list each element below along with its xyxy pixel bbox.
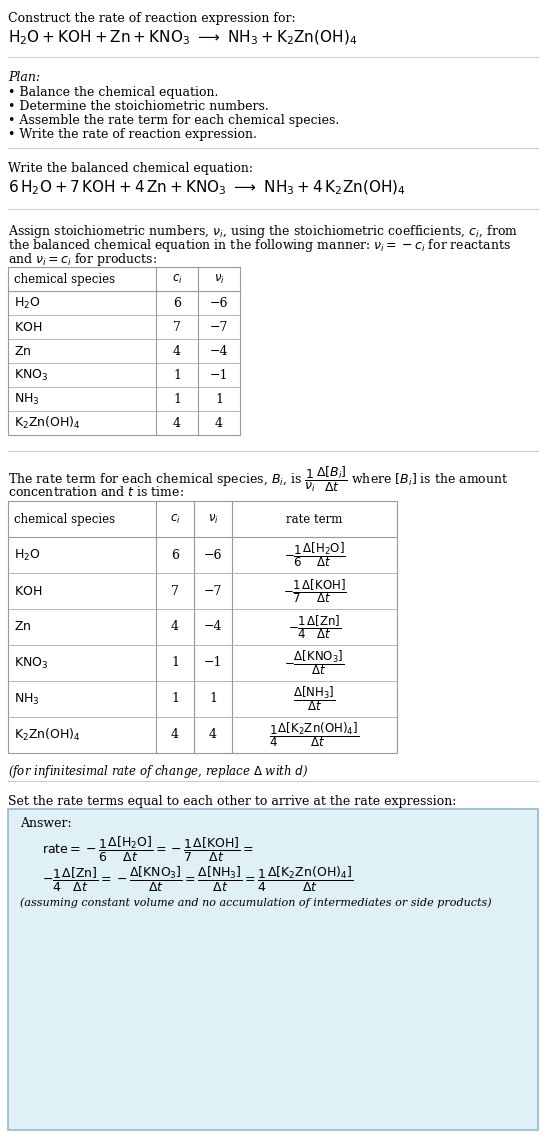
Text: 6: 6 — [171, 549, 179, 561]
Text: $\mathrm{H_2O}$: $\mathrm{H_2O}$ — [14, 547, 40, 562]
Bar — [8, 501, 397, 753]
Text: rate term: rate term — [286, 512, 343, 526]
Text: −4: −4 — [210, 345, 228, 357]
Text: Construct the rate of reaction expression for:: Construct the rate of reaction expressio… — [8, 13, 295, 25]
Text: 4: 4 — [173, 417, 181, 429]
Text: $\dfrac{\Delta[\mathrm{NH_3}]}{\Delta t}$: $\dfrac{\Delta[\mathrm{NH_3}]}{\Delta t}… — [293, 685, 336, 714]
Text: −7: −7 — [210, 321, 228, 333]
Text: • Assemble the rate term for each chemical species.: • Assemble the rate term for each chemic… — [8, 114, 339, 127]
Text: $c_i$: $c_i$ — [171, 272, 182, 286]
Text: 6: 6 — [173, 297, 181, 310]
Text: $\mathrm{NH_3}$: $\mathrm{NH_3}$ — [14, 391, 40, 406]
Text: $-\dfrac{1}{4}\dfrac{\Delta[\mathrm{Zn}]}{\Delta t}$: $-\dfrac{1}{4}\dfrac{\Delta[\mathrm{Zn}]… — [288, 613, 341, 641]
Text: chemical species: chemical species — [14, 272, 115, 286]
Text: 4: 4 — [171, 728, 179, 742]
FancyBboxPatch shape — [8, 809, 538, 1130]
Text: $\dfrac{1}{4}\dfrac{\Delta[\mathrm{K_2Zn(OH)_4}]}{\Delta t}$: $\dfrac{1}{4}\dfrac{\Delta[\mathrm{K_2Zn… — [270, 720, 359, 750]
Text: Answer:: Answer: — [20, 817, 72, 830]
Text: (for infinitesimal rate of change, replace $\Delta$ with $d$): (for infinitesimal rate of change, repla… — [8, 762, 308, 780]
Text: (assuming constant volume and no accumulation of intermediates or side products): (assuming constant volume and no accumul… — [20, 897, 491, 908]
Text: $\mathrm{H_2O}$: $\mathrm{H_2O}$ — [14, 296, 40, 311]
Text: 4: 4 — [209, 728, 217, 742]
Text: $\mathrm{NH_3}$: $\mathrm{NH_3}$ — [14, 692, 40, 707]
Text: −1: −1 — [204, 657, 222, 669]
Text: $\mathrm{KNO_3}$: $\mathrm{KNO_3}$ — [14, 368, 49, 382]
Text: 1: 1 — [215, 393, 223, 405]
Text: 7: 7 — [173, 321, 181, 333]
Text: $c_i$: $c_i$ — [170, 512, 180, 526]
Text: $\mathrm{rate} = -\dfrac{1}{6}\dfrac{\Delta[\mathrm{H_2O}]}{\Delta t} = -\dfrac{: $\mathrm{rate} = -\dfrac{1}{6}\dfrac{\De… — [42, 835, 254, 864]
Text: $-\dfrac{1}{7}\dfrac{\Delta[\mathrm{KOH}]}{\Delta t}$: $-\dfrac{1}{7}\dfrac{\Delta[\mathrm{KOH}… — [283, 577, 346, 604]
Text: $\mathrm{H_2O + KOH + Zn + KNO_3 \ \longrightarrow \ NH_3 + K_2Zn(OH)_4}$: $\mathrm{H_2O + KOH + Zn + KNO_3 \ \long… — [8, 28, 357, 48]
Text: concentration and $t$ is time:: concentration and $t$ is time: — [8, 485, 184, 498]
Text: Write the balanced chemical equation:: Write the balanced chemical equation: — [8, 162, 253, 175]
Text: chemical species: chemical species — [14, 512, 115, 526]
Text: 1: 1 — [171, 657, 179, 669]
Text: $-\dfrac{1}{6}\dfrac{\Delta[\mathrm{H_2O}]}{\Delta t}$: $-\dfrac{1}{6}\dfrac{\Delta[\mathrm{H_2O… — [283, 541, 346, 569]
Text: 4: 4 — [173, 345, 181, 357]
Text: Set the rate terms equal to each other to arrive at the rate expression:: Set the rate terms equal to each other t… — [8, 795, 456, 808]
Text: The rate term for each chemical species, $B_i$, is $\dfrac{1}{\nu_i}\dfrac{\Delt: The rate term for each chemical species,… — [8, 465, 508, 494]
Text: Plan:: Plan: — [8, 71, 40, 84]
Text: $\nu_i$: $\nu_i$ — [213, 272, 224, 286]
Text: 1: 1 — [173, 369, 181, 381]
Text: −4: −4 — [204, 620, 222, 634]
Text: −6: −6 — [204, 549, 222, 561]
Text: 4: 4 — [215, 417, 223, 429]
Text: 1: 1 — [173, 393, 181, 405]
Bar — [8, 267, 240, 435]
Text: • Write the rate of reaction expression.: • Write the rate of reaction expression. — [8, 127, 257, 141]
Text: $\nu_i$: $\nu_i$ — [207, 512, 218, 526]
Text: the balanced chemical equation in the following manner: $\nu_i = -c_i$ for react: the balanced chemical equation in the fo… — [8, 237, 511, 254]
Text: $-\dfrac{1}{4}\dfrac{\Delta[\mathrm{Zn}]}{\Delta t} = -\dfrac{\Delta[\mathrm{KNO: $-\dfrac{1}{4}\dfrac{\Delta[\mathrm{Zn}]… — [42, 865, 353, 894]
Text: $\mathrm{KOH}$: $\mathrm{KOH}$ — [14, 321, 42, 333]
Text: $\mathrm{Zn}$: $\mathrm{Zn}$ — [14, 620, 32, 634]
Text: $\mathrm{K_2Zn(OH)_4}$: $\mathrm{K_2Zn(OH)_4}$ — [14, 727, 81, 743]
Text: $\mathrm{KNO_3}$: $\mathrm{KNO_3}$ — [14, 655, 49, 670]
Text: 1: 1 — [209, 693, 217, 706]
Text: and $\nu_i = c_i$ for products:: and $\nu_i = c_i$ for products: — [8, 251, 157, 269]
Text: $\mathrm{KOH}$: $\mathrm{KOH}$ — [14, 585, 42, 597]
Text: $\mathrm{K_2Zn(OH)_4}$: $\mathrm{K_2Zn(OH)_4}$ — [14, 415, 81, 431]
Text: −6: −6 — [210, 297, 228, 310]
Text: 1: 1 — [171, 693, 179, 706]
Text: $\mathrm{6\,H_2O + 7\,KOH + 4\,Zn + KNO_3 \ \longrightarrow \ NH_3 + 4\,K_2Zn(OH: $\mathrm{6\,H_2O + 7\,KOH + 4\,Zn + KNO_… — [8, 179, 406, 197]
Text: $\mathrm{Zn}$: $\mathrm{Zn}$ — [14, 345, 32, 357]
Text: • Balance the chemical equation.: • Balance the chemical equation. — [8, 86, 218, 99]
Text: Assign stoichiometric numbers, $\nu_i$, using the stoichiometric coefficients, $: Assign stoichiometric numbers, $\nu_i$, … — [8, 223, 518, 240]
Text: • Determine the stoichiometric numbers.: • Determine the stoichiometric numbers. — [8, 100, 269, 113]
Text: $-\dfrac{\Delta[\mathrm{KNO_3}]}{\Delta t}$: $-\dfrac{\Delta[\mathrm{KNO_3}]}{\Delta … — [284, 649, 345, 677]
Text: −7: −7 — [204, 585, 222, 597]
Text: 4: 4 — [171, 620, 179, 634]
Text: 7: 7 — [171, 585, 179, 597]
Text: −1: −1 — [210, 369, 228, 381]
